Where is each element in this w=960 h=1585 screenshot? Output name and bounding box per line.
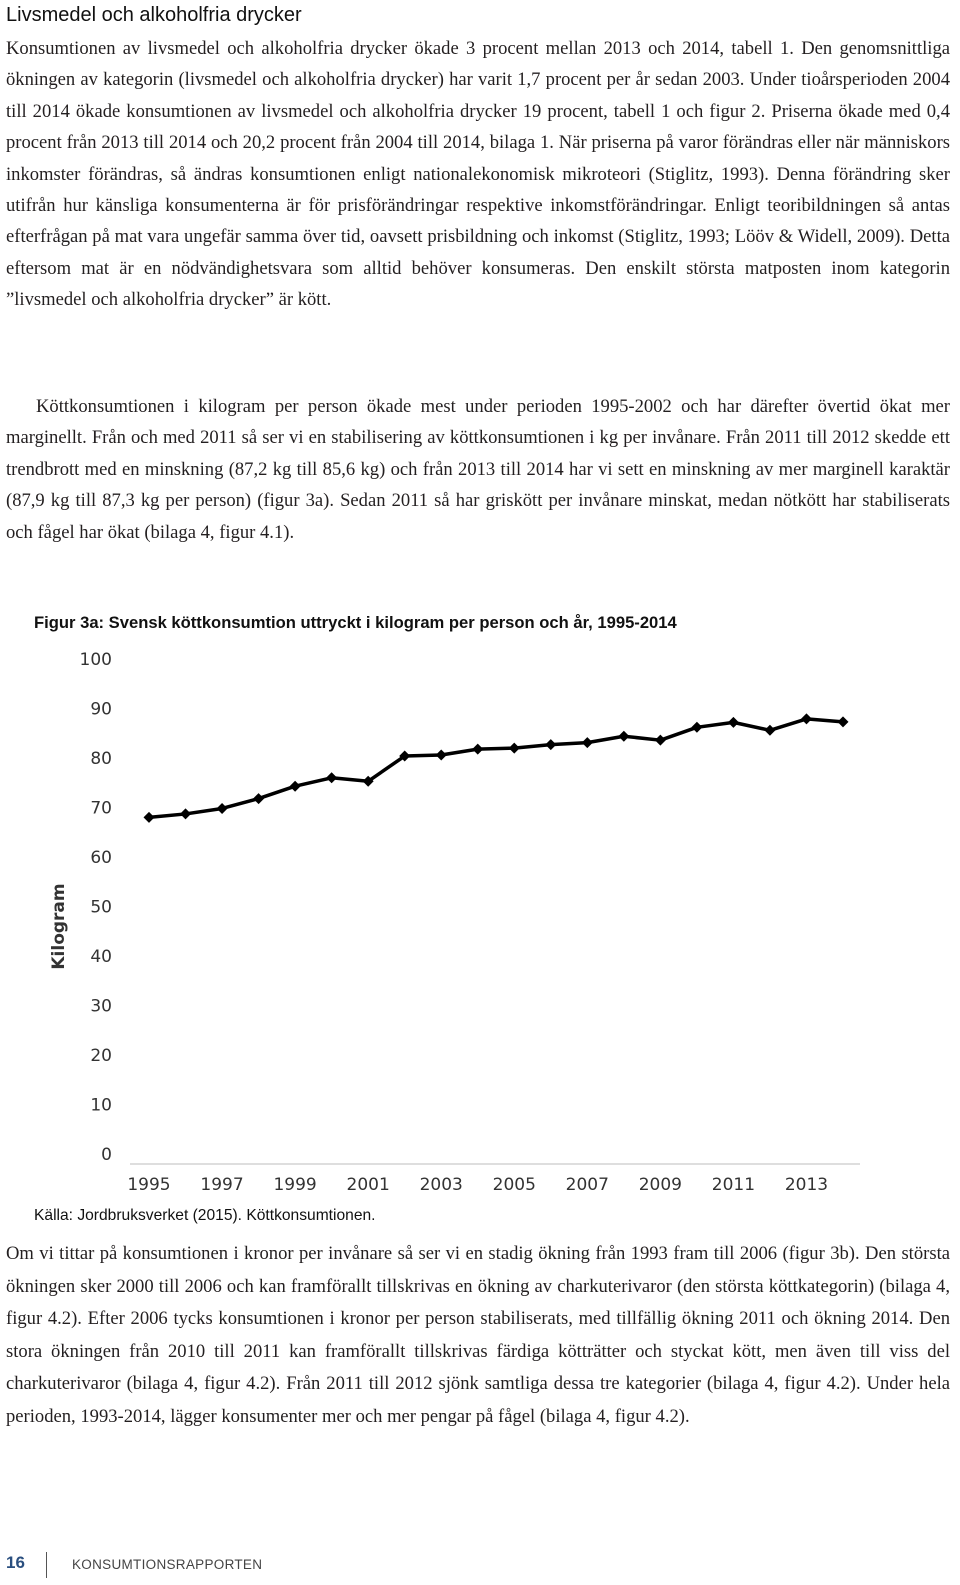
- paragraph-meat-kg: Köttkonsumtionen i kilogram per person ö…: [6, 396, 950, 543]
- data-point: [143, 811, 155, 823]
- x-tick-label: 2005: [493, 1175, 536, 1195]
- data-point: [837, 716, 849, 728]
- y-tick-label: 90: [90, 700, 112, 720]
- data-point: [618, 730, 630, 742]
- data-point: [545, 739, 557, 751]
- data-point: [654, 734, 666, 746]
- data-point: [399, 750, 411, 762]
- x-tick-label: 1999: [273, 1175, 316, 1195]
- x-tick-label: 1997: [200, 1175, 243, 1195]
- y-tick-label: 20: [90, 1046, 112, 1066]
- x-tick-label: 2003: [420, 1175, 463, 1195]
- x-tick-label: 2007: [566, 1175, 609, 1195]
- y-tick-label: 60: [90, 848, 112, 868]
- data-point: [727, 716, 739, 728]
- y-tick-label: 30: [90, 997, 112, 1017]
- page-number: 16: [6, 1553, 25, 1572]
- y-axis-label: Kilogram: [49, 883, 69, 969]
- chart-svg: 0 10 20 30 40 50 60 70 80 90 100 1995 1997 1999 2001 20…: [49, 650, 860, 1195]
- data-point: [691, 721, 703, 733]
- page-footer: 16 KONSUMTIONSRAPPORTEN: [0, 1552, 960, 1582]
- publication-name: KONSUMTIONSRAPPORTEN: [72, 1557, 263, 1572]
- footer-divider: [46, 1552, 47, 1578]
- data-point: [800, 713, 812, 725]
- y-tick-label: 40: [90, 947, 112, 967]
- y-tick-label: 100: [80, 650, 112, 670]
- y-tick-label: 0: [101, 1145, 112, 1165]
- data-point: [326, 772, 338, 784]
- paragraph-meat-kronor: Om vi tittar på konsumtionen i kronor pe…: [6, 1243, 950, 1427]
- data-point: [472, 743, 484, 755]
- y-tick-label: 50: [90, 898, 112, 918]
- x-tick-label: 2013: [785, 1175, 828, 1195]
- data-point: [581, 737, 593, 749]
- data-point: [435, 749, 447, 761]
- y-tick-label: 10: [90, 1096, 112, 1116]
- data-point: [253, 793, 265, 805]
- figure-caption: Figur 3a: Svensk köttkonsumtion uttryckt…: [34, 613, 677, 632]
- x-tick-label: 2009: [639, 1175, 682, 1195]
- x-tick-label: 1995: [127, 1175, 170, 1195]
- x-tick-label: 2001: [347, 1175, 390, 1195]
- paragraph-intro: Konsumtionen av livsmedel och alkoholfri…: [6, 38, 950, 311]
- data-point: [508, 742, 520, 754]
- data-point: [764, 724, 776, 736]
- data-point: [216, 802, 228, 814]
- series-line: [148, 717, 844, 820]
- x-tick-label: 2011: [712, 1175, 755, 1195]
- y-tick-label: 80: [90, 749, 112, 769]
- y-tick-label: 70: [90, 799, 112, 819]
- data-point: [180, 808, 192, 820]
- data-point: [362, 775, 374, 787]
- figure-source: Källa: Jordbruksverket (2015). Köttkonsu…: [34, 1207, 376, 1224]
- section-title: Livsmedel och alkoholfria drycker: [6, 4, 302, 26]
- line-chart: 0 10 20 30 40 50 60 70 80 90 100 1995 1997 1999 2001 20…: [30, 640, 890, 1200]
- data-point: [289, 780, 301, 792]
